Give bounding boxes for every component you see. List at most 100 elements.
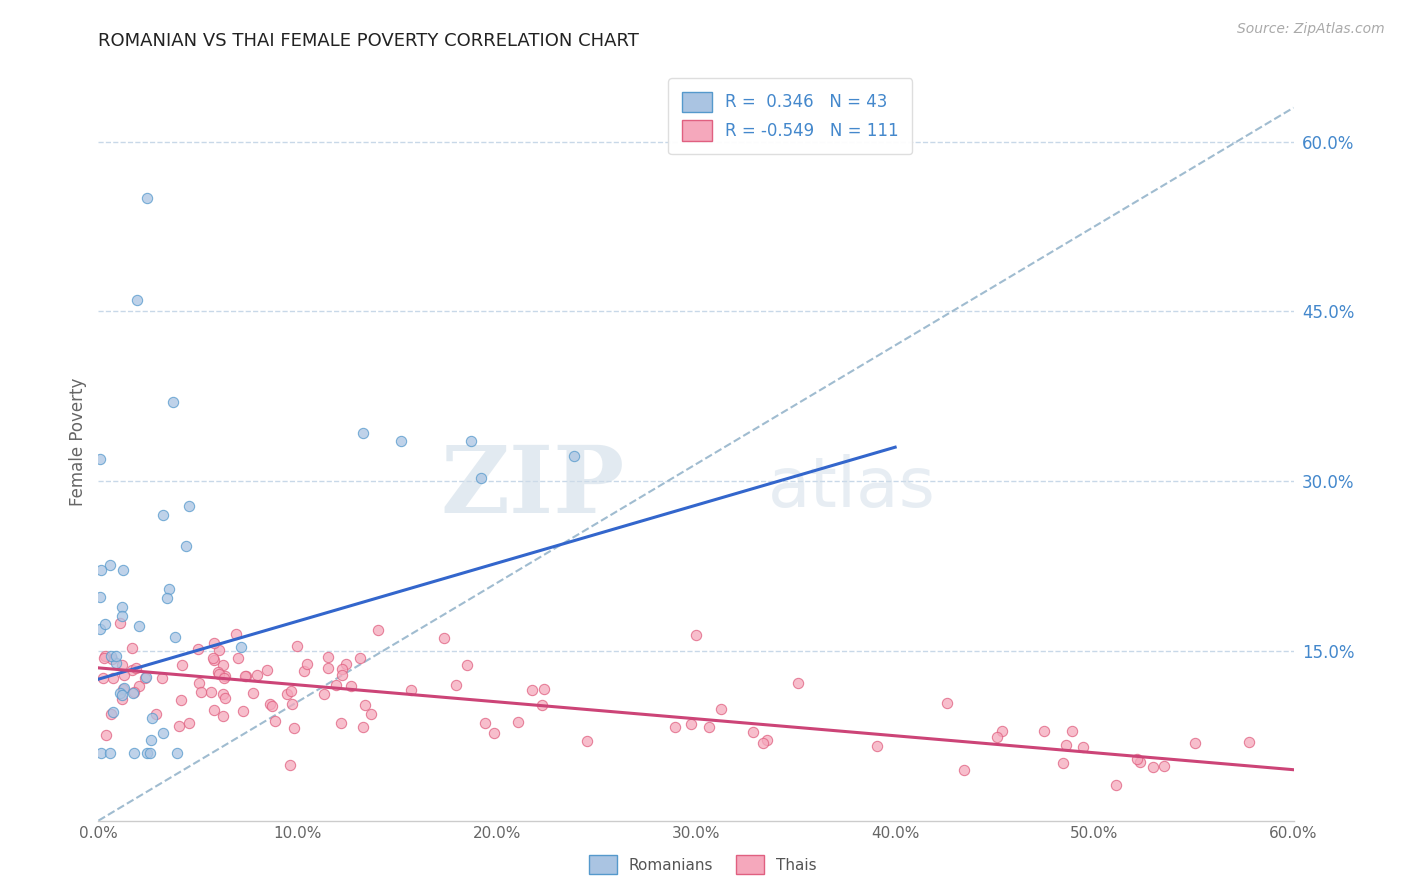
Text: Source: ZipAtlas.com: Source: ZipAtlas.com bbox=[1237, 22, 1385, 37]
Point bbox=[211, 686, 233, 700]
Point bbox=[135, 669, 157, 683]
Point bbox=[1153, 758, 1175, 772]
Point bbox=[314, 687, 336, 701]
Point bbox=[325, 678, 347, 692]
Point bbox=[150, 671, 173, 685]
Point bbox=[1060, 724, 1083, 739]
Point bbox=[202, 703, 225, 717]
Point bbox=[710, 702, 733, 716]
Point bbox=[100, 746, 122, 760]
Point bbox=[280, 683, 302, 698]
Point bbox=[242, 685, 264, 699]
Point bbox=[157, 582, 180, 597]
Point bbox=[136, 746, 159, 760]
Point bbox=[1129, 755, 1152, 769]
Point bbox=[177, 499, 200, 513]
Point bbox=[89, 622, 111, 636]
Point bbox=[108, 615, 131, 630]
Point bbox=[474, 716, 496, 731]
Point bbox=[145, 706, 167, 721]
Point bbox=[751, 735, 773, 749]
Point bbox=[679, 717, 702, 731]
Point bbox=[94, 648, 117, 663]
Point bbox=[174, 540, 197, 554]
Point bbox=[755, 733, 778, 747]
Point bbox=[367, 623, 389, 637]
Point bbox=[91, 671, 114, 685]
Point bbox=[225, 626, 247, 640]
Point bbox=[112, 668, 135, 682]
Point bbox=[169, 693, 191, 707]
Point bbox=[576, 734, 599, 748]
Point bbox=[1184, 736, 1206, 750]
Point bbox=[1105, 778, 1128, 792]
Point bbox=[1052, 756, 1074, 771]
Point bbox=[1237, 734, 1260, 748]
Point bbox=[101, 651, 124, 665]
Point bbox=[484, 726, 506, 740]
Point bbox=[101, 705, 124, 719]
Point bbox=[340, 678, 363, 692]
Point bbox=[111, 681, 134, 696]
Point bbox=[170, 658, 193, 673]
Point bbox=[111, 691, 134, 706]
Point bbox=[141, 711, 163, 725]
Point bbox=[263, 714, 285, 728]
Point bbox=[188, 676, 211, 690]
Point bbox=[1054, 738, 1077, 752]
Point bbox=[166, 746, 188, 760]
Point bbox=[228, 651, 250, 665]
Point bbox=[89, 591, 111, 605]
Point bbox=[124, 685, 146, 699]
Point bbox=[353, 698, 375, 712]
Point bbox=[990, 724, 1012, 739]
Point bbox=[167, 719, 190, 733]
Point bbox=[335, 657, 357, 671]
Point bbox=[232, 704, 254, 718]
Point bbox=[121, 640, 143, 655]
Point bbox=[190, 685, 212, 699]
Point bbox=[112, 563, 135, 577]
Point bbox=[202, 651, 225, 665]
Point bbox=[1071, 739, 1094, 754]
Point bbox=[986, 730, 1008, 744]
Point bbox=[124, 746, 146, 760]
Text: ROMANIAN VS THAI FEMALE POVERTY CORRELATION CHART: ROMANIAN VS THAI FEMALE POVERTY CORRELAT… bbox=[98, 32, 640, 50]
Point bbox=[125, 293, 148, 307]
Point bbox=[787, 676, 810, 690]
Point bbox=[214, 668, 236, 682]
Point bbox=[156, 591, 179, 605]
Point bbox=[685, 628, 707, 642]
Point bbox=[207, 665, 229, 680]
Point bbox=[111, 599, 134, 614]
Point bbox=[329, 716, 352, 731]
Point bbox=[520, 682, 543, 697]
Point bbox=[94, 617, 117, 632]
Point bbox=[100, 649, 122, 664]
Point bbox=[1033, 724, 1056, 739]
Point bbox=[202, 636, 225, 650]
Point bbox=[399, 683, 422, 698]
Point bbox=[111, 688, 134, 702]
Point bbox=[200, 685, 222, 699]
Text: ZIP: ZIP bbox=[440, 442, 624, 532]
Point bbox=[352, 426, 374, 441]
Point bbox=[202, 652, 225, 666]
Point bbox=[349, 651, 371, 665]
Point bbox=[531, 698, 554, 712]
Point bbox=[101, 671, 124, 685]
Point bbox=[139, 732, 162, 747]
Point bbox=[332, 662, 354, 676]
Point bbox=[953, 764, 976, 778]
Point bbox=[562, 450, 585, 464]
Point bbox=[246, 668, 269, 682]
Point bbox=[90, 746, 112, 760]
Point bbox=[214, 690, 236, 705]
Point bbox=[110, 609, 132, 624]
Point bbox=[433, 632, 456, 646]
Point bbox=[128, 618, 150, 632]
Point bbox=[259, 698, 281, 712]
Point bbox=[470, 471, 492, 485]
Point bbox=[93, 650, 115, 665]
Point bbox=[90, 563, 112, 577]
